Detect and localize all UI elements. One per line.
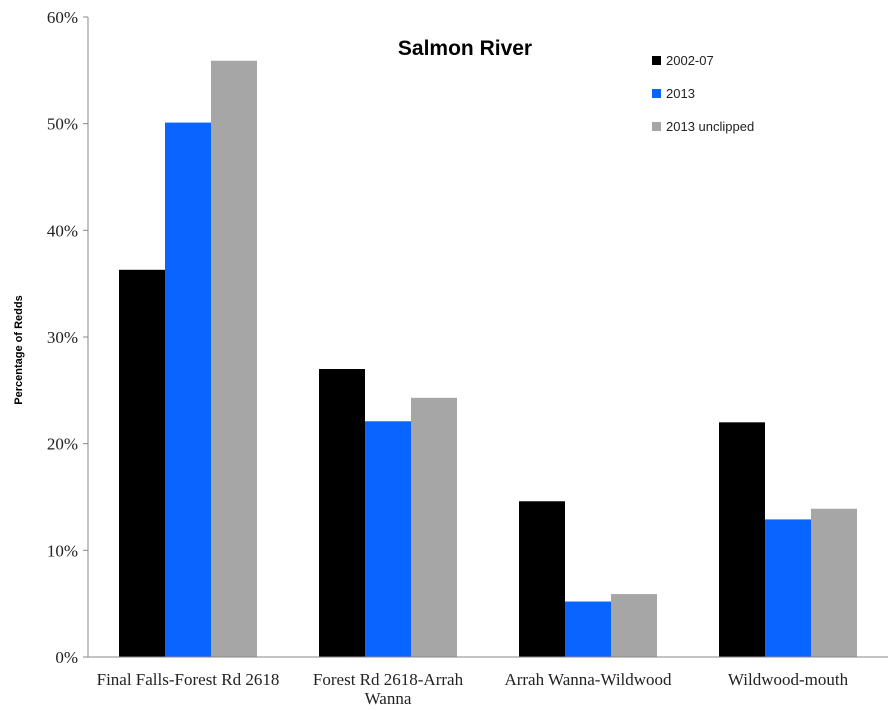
legend: 2002-07 2013 2013 unclipped: [652, 53, 754, 134]
bars: [119, 60, 857, 658]
bar: [719, 422, 765, 657]
bar: [211, 60, 257, 657]
x-tick-label: Forest Rd 2618-Arrah: [313, 670, 464, 689]
x-tick-label: Arrah Wanna-Wildwood: [504, 670, 672, 689]
y-tick-label: 20%: [47, 435, 78, 454]
bar: [319, 369, 365, 657]
bar: [565, 601, 611, 657]
y-tick-label: 40%: [47, 221, 78, 240]
y-tick-label: 0%: [55, 648, 78, 667]
x-axis-category-labels: Final Falls-Forest Rd 2618 Forest Rd 2618…: [97, 670, 849, 708]
bar: [165, 122, 211, 658]
bar: [611, 594, 657, 657]
x-tick-label: Wildwood-mouth: [728, 670, 849, 689]
legend-swatch: [652, 56, 661, 65]
bar: [811, 508, 857, 657]
y-tick-label: 60%: [47, 8, 78, 27]
y-tick-label: 30%: [47, 328, 78, 347]
x-tick-label: Final Falls-Forest Rd 2618: [97, 670, 280, 689]
legend-label: 2002-07: [666, 53, 714, 68]
bar: [119, 269, 165, 657]
y-axis-label: Percentage of Redds: [13, 295, 25, 404]
legend-swatch: [652, 122, 661, 131]
y-tick-label: 50%: [47, 115, 78, 134]
bar: [519, 501, 565, 657]
x-tick-label: Wanna: [365, 689, 412, 708]
bar: [411, 397, 457, 657]
y-tick-label: 10%: [47, 541, 78, 560]
legend-label: 2013: [666, 86, 695, 101]
chart-title: Salmon River: [398, 37, 532, 60]
y-axis-ticks: 0% 10% 20% 30% 40% 50% 60%: [47, 8, 88, 667]
legend-swatch: [652, 89, 661, 98]
bar: [765, 519, 811, 657]
legend-label: 2013 unclipped: [666, 119, 754, 134]
bar: [365, 421, 411, 657]
